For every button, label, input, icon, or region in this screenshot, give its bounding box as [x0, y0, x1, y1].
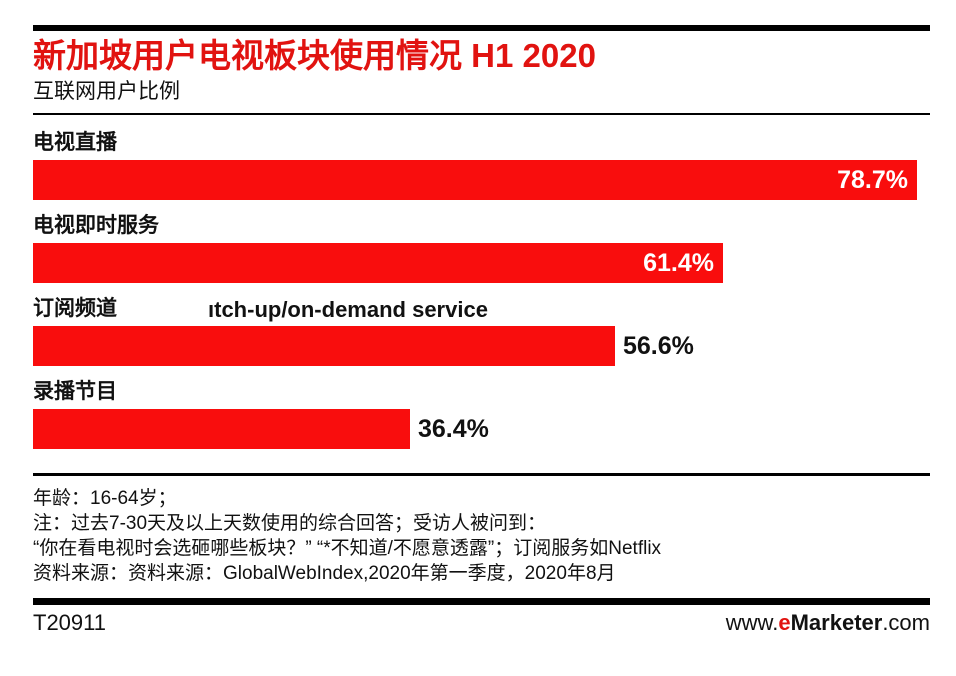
top-rule	[33, 25, 930, 31]
url-e: e	[778, 610, 791, 635]
bar-label-live-tv: 电视直播	[33, 131, 117, 154]
value-label-recorded-shows: 36.4%	[418, 414, 489, 443]
chart-bottom-rule	[33, 473, 930, 476]
value-label-subscription-channels: 56.6%	[623, 331, 694, 360]
chart-subtitle: 互联网用户比例	[33, 80, 180, 103]
footnote-question: “你在看电视时会选砸哪些板块？” “*不知道/不愿意透露”；订阅服务如Netfl…	[33, 538, 662, 559]
footnote-source: 资料来源：资料来源：GlobalWebIndex,2020年第一季度，2020年…	[33, 563, 616, 584]
bar-subscription-channels	[33, 326, 615, 366]
footer: T20911 www.eMarketer.com	[33, 610, 930, 636]
chart-title: 新加坡用户电视板块使用情况 H1 2020	[33, 37, 596, 74]
bar-live-tv: 78.7%	[33, 160, 917, 200]
chart-page: 新加坡用户电视板块使用情况 H1 2020 互联网用户比例 电视直播 78.7%…	[0, 25, 956, 676]
overlay-english-text: ıtch-up/on-demand service	[208, 297, 488, 322]
emarketer-url: www.eMarketer.com	[726, 610, 930, 636]
url-com: .com	[882, 610, 930, 635]
bar-label-catchup-tv: 电视即时服务	[33, 214, 159, 237]
footer-rule	[33, 598, 930, 605]
bar-chart: 电视直播 78.7% 电视即时服务 61.4% 订阅频道 ıtch-up/on-…	[33, 131, 930, 449]
footnotes: 年龄：16-64岁； 注：过去7-30天及以上天数使用的综合回答；受访人被问到：…	[33, 486, 930, 586]
bar-label-recorded-shows: 录播节目	[33, 380, 117, 403]
url-www: www.	[725, 610, 779, 635]
footnote-method: 注：过去7-30天及以上天数使用的综合回答；受访人被问到：	[33, 513, 547, 534]
chart-id: T20911	[33, 610, 106, 635]
bar-catchup-tv: 61.4%	[33, 243, 723, 283]
bar-row-subscription-channels: 56.6%	[33, 326, 930, 366]
header-divider-rule	[33, 113, 930, 115]
url-marketer: Marketer	[790, 610, 883, 635]
bar-label-subscription-channels-text: 订阅频道	[33, 297, 117, 320]
bar-row-recorded-shows: 36.4%	[33, 409, 930, 449]
bar-label-subscription-channels: 订阅频道 ıtch-up/on-demand service	[33, 297, 930, 322]
footnote-age: 年龄：16-64岁；	[33, 488, 177, 509]
bar-recorded-shows	[33, 409, 410, 449]
value-label-live-tv: 78.7%	[837, 165, 908, 194]
value-label-catchup-tv: 61.4%	[643, 248, 714, 277]
bar-row-catchup-tv: 61.4%	[33, 243, 930, 283]
bar-row-live-tv: 78.7%	[33, 160, 930, 200]
